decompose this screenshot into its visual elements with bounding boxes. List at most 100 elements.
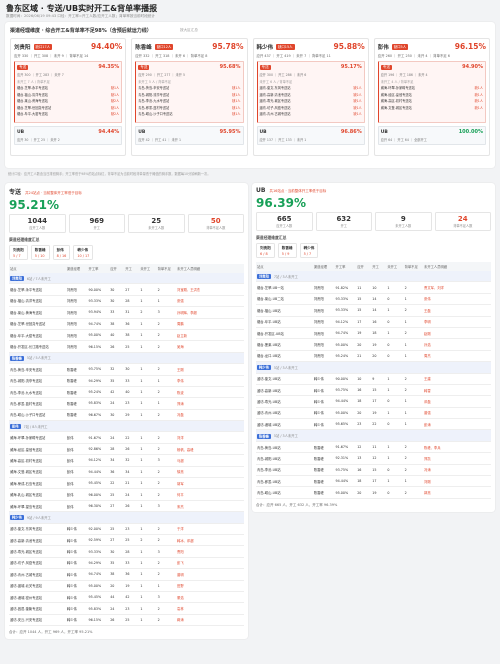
cell: 17: [371, 395, 387, 408]
group-cell: 刘贵阳 7站 / 3人未开工: [256, 271, 491, 283]
cell: 96.30%: [87, 500, 110, 513]
stat: 25 未开工人数: [128, 214, 185, 233]
zs-label: 专送: [259, 64, 271, 70]
chips: 刘贵阳 5 / 7 陈香峰 5 / 10 彭伟 8 / 16 韩少伟 10 / 17: [9, 245, 244, 260]
panel-title: UB: [256, 187, 266, 194]
cell: 31: [124, 306, 140, 319]
cell: 青岛-即墨-蓝村专送站: [9, 397, 66, 410]
cell: 96.00%: [87, 488, 110, 501]
panel-rate: 96.39%: [256, 196, 306, 210]
cell: 孙浩: [423, 338, 491, 351]
ub-label: UB: [259, 129, 267, 135]
cell: 2: [156, 534, 177, 547]
cell: 92.59%: [87, 534, 110, 547]
cell: 95.65%: [334, 418, 357, 431]
page-title: 鲁东区域 · 专送/UB实时开工&背单率播报: [6, 4, 158, 13]
group-cell: 彭伟 7站 / 8人未开工: [9, 420, 244, 433]
cell: 青岛-李沧-九水专送站: [9, 386, 66, 399]
chip: 韩少伟 10 / 17: [73, 245, 94, 260]
panel: 专送 共24站点 · 当前整体开工率低于目标 95.21% 1044 应开工人数 969 开…: [5, 183, 248, 640]
ub-rate: 94.44%: [98, 129, 120, 135]
cell: 何平: [176, 488, 244, 501]
cell: 韩少伟: [65, 534, 88, 547]
cell: 徐亮: [176, 466, 244, 479]
cell: 青岛-崂山-UB站: [256, 486, 313, 499]
row: 潍坊-奎文-东风专送站 韩少伟 92.00% 25 23 1 2 于洋: [9, 523, 244, 536]
stat-label: 未开工人数: [148, 226, 165, 230]
cell: 1: [386, 452, 404, 465]
cell: 0: [386, 338, 404, 351]
chip: 陈香峰 5 / 10: [30, 245, 50, 260]
cell: 潍坊-奎文-UB站: [256, 373, 313, 385]
cell: 1: [139, 318, 157, 330]
row: 烟台-芝罘-永平专送站 刘贵阳 90.00% 30 27 1 2 刘宝刚、王洪杰: [9, 283, 244, 296]
stat: 24 背单不足人数: [434, 212, 491, 231]
cell: 93.75%: [334, 464, 357, 477]
cell: 21: [124, 477, 140, 490]
cell: 94.44%: [87, 466, 110, 479]
column-header: 渠道经理: [312, 262, 335, 271]
header-row: 站点 渠道经理 开工率 应开 开工 未开工 背单不足 未开工人员明细: [256, 262, 491, 271]
cell: 1: [386, 304, 404, 317]
zs-label: 专送: [138, 64, 150, 70]
cell: 1: [139, 591, 157, 604]
group-name: 刘贵阳: [257, 274, 271, 280]
cell: 潍坊-安丘-兴安专送站: [9, 614, 66, 627]
cell: 93.33%: [334, 293, 357, 306]
chip: 彭伟 8 / 16: [52, 245, 71, 260]
cell: 3: [156, 306, 177, 319]
cell: 18: [371, 327, 387, 340]
cell: 宋杰: [176, 500, 244, 513]
cell: 2: [156, 568, 177, 581]
zs-item: 烟台-牟平-大窑专送站 缺2人: [17, 111, 119, 116]
cell: 刘洋: [176, 431, 244, 444]
cell: 1: [156, 375, 177, 387]
cell: 22: [124, 431, 140, 444]
gap: 缺2人: [110, 99, 120, 104]
ub-head: UB 95.95%: [138, 129, 240, 135]
cell: 28: [124, 545, 140, 558]
manager-head: 刘贵阳 缺口17人 94.40%: [14, 42, 122, 51]
zs-item: 潍坊-坊子-凤凰专送站 缺1人: [260, 105, 362, 110]
site: 青岛-崂山-沙子口专送站: [138, 112, 173, 117]
cell: 94.74%: [87, 318, 110, 330]
row: 烟台-福山-清洋专送站 刘贵阳 93.33% 30 28 1 1 张强: [9, 295, 244, 308]
cell: 1: [403, 316, 424, 328]
manager-rate: 94.40%: [91, 42, 123, 51]
cell: 95.24%: [334, 350, 357, 363]
cell: 15: [371, 464, 387, 477]
cell: 92.00%: [87, 523, 110, 536]
manager-cards: 刘贵阳 缺口17人 94.40% 应开 330 ｜ 开工 308 ｜ 未开 9 ｜ 背…: [10, 38, 490, 156]
ub-summary: 应开 42 ｜ 开工 41 ｜ 未开 1: [138, 137, 181, 142]
cell: 42: [109, 386, 125, 399]
manager-rate: 95.78%: [212, 42, 244, 51]
cell: 2: [139, 534, 157, 547]
group-row: 彭伟 7站 / 8人未开工: [9, 420, 244, 433]
cell: 2: [156, 431, 177, 444]
cell: 烟台-莱山-UB二站: [256, 293, 313, 306]
gap: 缺1人: [232, 92, 241, 97]
cell: 0: [386, 316, 404, 328]
cell: 1: [156, 397, 177, 410]
row: 威海-高区-初村专送站 彭伟 94.12% 34 32 1 3 马超: [9, 454, 244, 467]
group-cell: 韩少伟 5站 / 3人未开工: [256, 361, 491, 374]
cell: 1: [139, 443, 157, 456]
manager-summary: 应开 332 ｜ 开工 318 ｜ 未开 6 ｜ 背单不足 8: [135, 54, 208, 58]
cell: 烟台-芝罘-UB一站: [256, 281, 313, 294]
row: 烟台-牟平-UB站 刘贵阳 94.12% 17 16 0 1 李明: [256, 316, 491, 328]
cell: 44: [109, 591, 125, 604]
row: 青岛-城阳-流亭专送站 陈香峰 94.29% 35 33 1 1 李伟: [9, 375, 244, 387]
row: 烟台-福山-UB站 刘贵阳 93.33% 15 14 1 2 王磊: [256, 304, 491, 317]
cell: 潍坊-诸城-密州专送站: [9, 591, 66, 604]
cell: 韩少伟: [312, 395, 335, 408]
cell: 26: [124, 443, 140, 456]
cell: 韩少伟: [312, 373, 335, 385]
row: 潍坊-安丘-兴安专送站 韩少伟 96.15% 26 25 1 2 蒋涛: [9, 614, 244, 627]
chip-text: 5 / 7: [13, 253, 21, 258]
stat-value: 969: [89, 217, 105, 225]
cell: 2: [403, 373, 424, 385]
gap: 缺1人: [232, 99, 241, 104]
cell: 彭伟: [65, 466, 88, 479]
column-header: 未开工人员明细: [176, 264, 244, 273]
cell: 19: [371, 338, 387, 351]
